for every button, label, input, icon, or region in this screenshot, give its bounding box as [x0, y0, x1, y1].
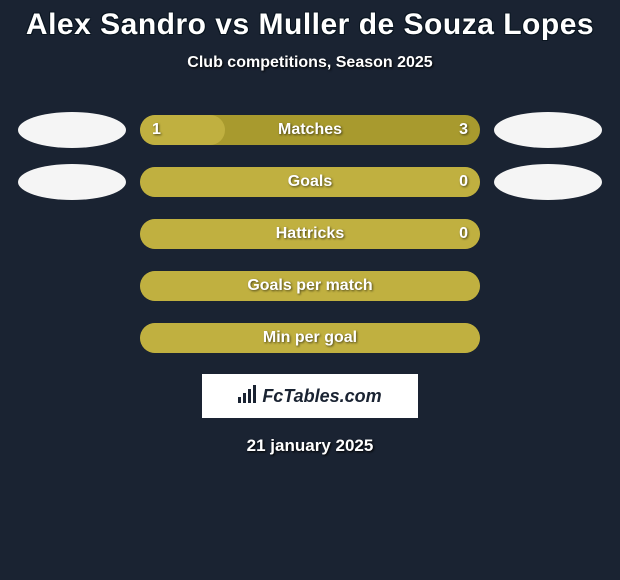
- stat-rows: Matches13Goals0Hattricks0Goals per match…: [0, 112, 620, 356]
- stat-row: Matches1 3: [0, 112, 620, 148]
- player-right-ellipse: [494, 112, 602, 148]
- chart-icon: [238, 385, 258, 408]
- date-text: 21 january 2025: [0, 436, 620, 456]
- logo-box: FcTables.com: [202, 374, 418, 418]
- stat-value-right: 0: [459, 167, 468, 197]
- stat-label: Goals: [140, 167, 480, 197]
- player-left-ellipse: [18, 112, 126, 148]
- stat-bar: Hattricks0: [140, 219, 480, 249]
- page-title: Alex Sandro vs Muller de Souza Lopes: [0, 8, 620, 42]
- stat-label: Matches: [140, 115, 480, 145]
- player-right-ellipse: [494, 164, 602, 200]
- stat-row: Goals per match: [0, 268, 620, 304]
- stat-row: Goals0: [0, 164, 620, 200]
- logo-text: FcTables.com: [262, 386, 381, 407]
- stat-label: Goals per match: [140, 271, 480, 301]
- stat-row: Min per goal: [0, 320, 620, 356]
- infographic-container: Alex Sandro vs Muller de Souza Lopes Clu…: [0, 0, 620, 456]
- stat-bar: Min per goal: [140, 323, 480, 353]
- stat-bar: Goals per match: [140, 271, 480, 301]
- player-left-ellipse: [18, 164, 126, 200]
- stat-value-right: 3: [459, 115, 468, 145]
- stat-row: Hattricks0: [0, 216, 620, 252]
- stat-bar: Matches1 3: [140, 115, 480, 145]
- stat-label: Hattricks: [140, 219, 480, 249]
- stat-label: Min per goal: [140, 323, 480, 353]
- page-subtitle: Club competitions, Season 2025: [0, 54, 620, 72]
- stat-bar: Goals0: [140, 167, 480, 197]
- stat-value-left: 1: [152, 115, 161, 145]
- stat-value-right: 0: [459, 219, 468, 249]
